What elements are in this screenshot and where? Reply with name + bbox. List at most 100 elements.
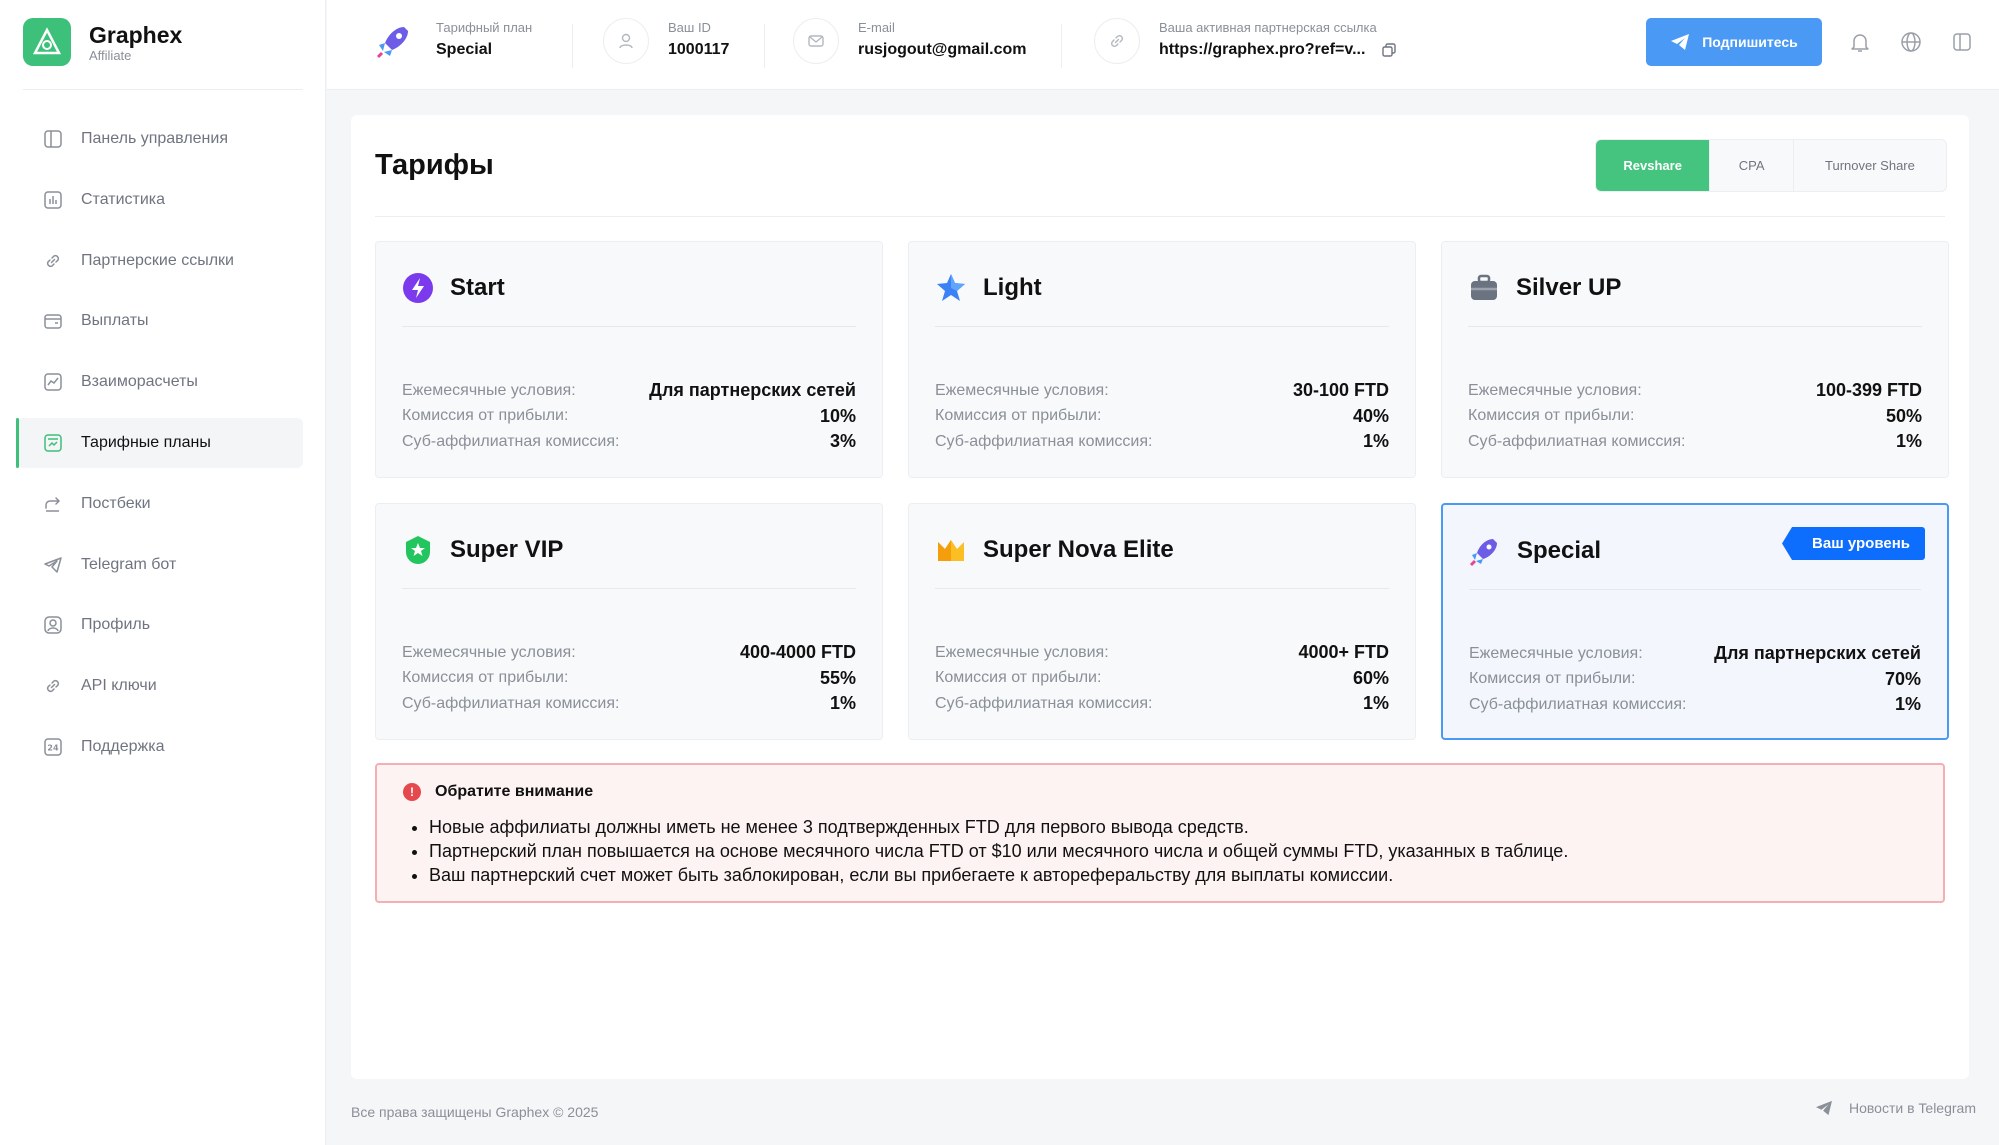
row-value: Для партнерских сетей [1714, 643, 1921, 664]
shield-star-icon [402, 534, 434, 566]
ref-link-value[interactable]: https://graphex.pro?ref=v... [1159, 41, 1366, 58]
row-label: Комиссия от прибыли: [1468, 407, 1635, 425]
card-row-commission: Комиссия от прибыли: 55% [402, 666, 856, 692]
tariff-card-super-nova-elite: Super Nova Elite Ежемесячные условия: 4000… [908, 503, 1416, 740]
topbar-separator [764, 24, 765, 68]
sidebar-item-5[interactable]: Тарифные планы [16, 417, 303, 468]
row-value: 1% [1895, 431, 1922, 452]
sidebar-item-label: Поддержка [81, 737, 165, 755]
row-label: Комиссия от прибыли: [402, 669, 569, 687]
sidebar-item-10[interactable]: 24 Поддержка [17, 722, 303, 772]
globe-icon[interactable] [1899, 30, 1923, 54]
card-row-sub: Суб-аффилиатная комиссия: 1% [1469, 692, 1921, 718]
rocket-icon [371, 18, 417, 64]
row-label: Ежемесячные условия: [935, 381, 1109, 399]
tariff-tabs: Revshare CPA Turnover Share [1595, 139, 1947, 192]
user-id-value: 1000117 [668, 41, 730, 58]
row-label: Ежемесячные условия: [1469, 644, 1643, 662]
row-value: 55% [819, 667, 856, 688]
subscribe-label: Подпишитесь [1702, 34, 1798, 50]
ref-link-label: Ваша активная партнерская ссылка [1159, 20, 1377, 35]
sidebar-item-6[interactable]: Постбеки [17, 479, 303, 529]
bolt-icon [402, 272, 434, 304]
crown-icon [935, 534, 967, 566]
row-value: 100-399 FTD [1815, 380, 1922, 401]
notice-box: ! Обратите внимание Новые аффилиаты долж… [375, 763, 1945, 903]
notice-item: Ваш партнерский счет может быть заблокир… [429, 863, 1923, 887]
copy-icon[interactable] [1381, 42, 1397, 58]
title-divider [375, 216, 1945, 217]
row-label: Суб-аффилиатная комиссия: [935, 432, 1153, 450]
telegram-icon [42, 554, 64, 576]
card-row-sub: Суб-аффилиатная комиссия: 1% [935, 429, 1389, 455]
card-divider [402, 326, 856, 327]
row-value: 70% [1884, 668, 1921, 689]
card-row-commission: Комиссия от прибыли: 70% [1469, 667, 1921, 693]
card-divider [402, 588, 856, 589]
sidebar-item-label: Telegram бот [81, 555, 177, 573]
row-label: Ежемесячные условия: [1468, 381, 1642, 399]
sidebar-item-0[interactable]: Панель управления [17, 114, 303, 164]
card-row-commission: Комиссия от прибыли: 10% [402, 404, 856, 430]
key-icon [42, 675, 64, 697]
alert-icon: ! [403, 783, 421, 801]
bell-icon[interactable] [1848, 30, 1872, 54]
row-label: Ежемесячные условия: [402, 381, 576, 399]
row-label: Суб-аффилиатная комиссия: [402, 694, 620, 712]
user-id-info: Ваш ID 1000117 [603, 18, 729, 64]
sidebar-item-2[interactable]: Партнерские ссылки [17, 236, 303, 286]
stats-icon [42, 189, 64, 211]
sidebar-item-7[interactable]: Telegram бот [17, 540, 303, 590]
sidebar-item-label: Постбеки [81, 494, 151, 512]
card-row-monthly: Ежемесячные условия: 30-100 FTD [935, 378, 1389, 404]
tab-revshare[interactable]: Revshare [1596, 140, 1711, 191]
page-title: Тарифы [375, 149, 494, 181]
graphex-logo-icon [23, 18, 71, 66]
card-row-monthly: Ежемесячные условия: 100-399 FTD [1468, 378, 1922, 404]
card-title: Super Nova Elite [983, 536, 1174, 563]
row-value: 60% [1352, 667, 1389, 688]
brand-subtitle: Affiliate [89, 47, 132, 63]
rocket-icon [1469, 535, 1501, 567]
dashboard-icon [42, 128, 64, 150]
telegram-news-label: Новости в Telegram [1849, 1100, 1976, 1116]
row-label: Суб-аффилиатная комиссия: [402, 432, 620, 450]
link-icon [1094, 18, 1140, 64]
tariff-card-special: Special Ваш уровень Ежемесячные условия: Дл… [1441, 503, 1949, 740]
card-row-sub: Суб-аффилиатная комиссия: 1% [935, 691, 1389, 717]
row-value: 400-4000 FTD [739, 642, 856, 663]
tab-cpa[interactable]: CPA [1710, 140, 1794, 191]
card-row-sub: Суб-аффилиатная комиссия: 1% [402, 691, 856, 717]
sidebar-item-8[interactable]: Профиль [17, 600, 303, 650]
row-value: 1% [1362, 693, 1389, 714]
sidebar-nav: Панель управления Статистика Партнерские с… [16, 114, 303, 783]
wallet-icon [42, 310, 64, 332]
svg-text:24: 24 [47, 743, 59, 752]
row-value: 1% [1362, 431, 1389, 452]
current-level-badge: Ваш уровень [1782, 527, 1925, 560]
row-value: Для партнерских сетей [649, 380, 856, 401]
sidebar-item-4[interactable]: Взаиморасчеты [17, 357, 303, 407]
sidebar-item-1[interactable]: Статистика [17, 175, 303, 225]
sidebar-item-9[interactable]: API ключи [17, 661, 303, 711]
row-value: 1% [1894, 694, 1921, 715]
card-divider [1469, 589, 1921, 590]
card-row-commission: Комиссия от прибыли: 50% [1468, 404, 1922, 430]
card-row-commission: Комиссия от прибыли: 60% [935, 666, 1389, 692]
brand[interactable]: Graphex Affiliate [23, 18, 182, 66]
subscribe-button[interactable]: Подпишитесь [1646, 18, 1822, 66]
sidebar: Graphex Affiliate Панель управления Стати… [0, 0, 326, 1145]
card-title: Super VIP [450, 536, 564, 563]
email-label: E-mail [858, 20, 895, 35]
row-label: Комиссия от прибыли: [935, 407, 1102, 425]
telegram-icon [1671, 34, 1690, 50]
card-divider [1468, 326, 1922, 327]
sidebar-toggle-icon[interactable] [1950, 30, 1974, 54]
row-value: 3% [829, 431, 856, 452]
sidebar-item-label: Профиль [81, 616, 151, 634]
row-value: 40% [1352, 405, 1389, 426]
tab-turnover-share[interactable]: Turnover Share [1825, 158, 1915, 173]
postback-icon [42, 493, 64, 515]
sidebar-item-3[interactable]: Выплаты [17, 296, 303, 346]
telegram-news-link[interactable]: Новости в Telegram [1815, 1100, 1976, 1116]
